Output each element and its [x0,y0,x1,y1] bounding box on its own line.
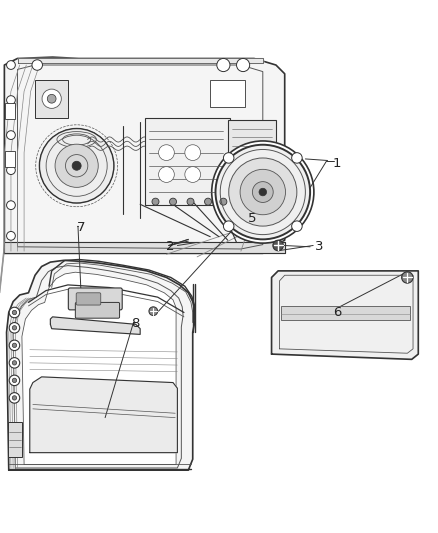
Circle shape [223,221,234,231]
Polygon shape [7,260,195,470]
Circle shape [9,358,20,368]
Circle shape [159,145,174,160]
Text: 3: 3 [315,240,324,253]
Circle shape [185,167,201,182]
Bar [210,80,245,107]
Polygon shape [4,57,285,253]
Circle shape [259,188,267,196]
Circle shape [12,326,17,330]
Text: 6: 6 [333,306,341,319]
Text: 2: 2 [166,240,175,253]
Circle shape [149,307,158,316]
Circle shape [55,144,98,188]
Circle shape [7,166,15,174]
Circle shape [220,198,227,205]
Circle shape [12,395,17,400]
Circle shape [12,378,17,383]
Circle shape [47,94,56,103]
Circle shape [32,60,42,70]
Circle shape [7,131,15,140]
Circle shape [237,59,250,71]
Circle shape [42,89,61,108]
Bar [228,120,276,183]
Circle shape [9,322,20,333]
Circle shape [152,198,159,205]
Bar [281,306,410,320]
Bar [35,80,68,118]
FancyBboxPatch shape [75,302,120,318]
Circle shape [292,221,302,231]
Circle shape [9,375,20,386]
Circle shape [170,198,177,205]
Circle shape [9,393,20,403]
Circle shape [159,167,174,182]
Circle shape [240,169,286,215]
FancyBboxPatch shape [68,288,122,310]
Circle shape [39,128,114,203]
Circle shape [12,343,17,348]
Polygon shape [30,377,177,453]
Circle shape [205,198,212,205]
Bar [8,422,22,457]
Text: 7: 7 [77,221,85,233]
Circle shape [252,182,273,203]
Circle shape [185,145,201,160]
Circle shape [215,145,310,239]
Circle shape [217,59,230,71]
Polygon shape [4,243,285,253]
Circle shape [187,198,194,205]
Bar [5,151,15,167]
Circle shape [9,307,20,318]
Circle shape [292,152,302,163]
Polygon shape [272,271,418,359]
Polygon shape [50,317,140,334]
Circle shape [12,310,17,314]
Circle shape [7,61,15,69]
Circle shape [7,201,15,209]
Circle shape [223,152,234,163]
Circle shape [12,361,17,365]
Circle shape [229,158,297,226]
Circle shape [7,96,15,104]
Bar [5,103,15,119]
FancyBboxPatch shape [76,293,101,305]
Circle shape [212,141,314,243]
Circle shape [273,240,283,251]
Circle shape [72,161,81,170]
Circle shape [7,231,15,240]
Circle shape [402,272,413,283]
Text: 1: 1 [333,157,341,170]
Bar [145,118,230,205]
Circle shape [9,340,20,351]
Text: 5: 5 [247,212,256,225]
Text: 8: 8 [131,317,140,330]
Polygon shape [22,272,176,464]
Polygon shape [18,59,263,63]
